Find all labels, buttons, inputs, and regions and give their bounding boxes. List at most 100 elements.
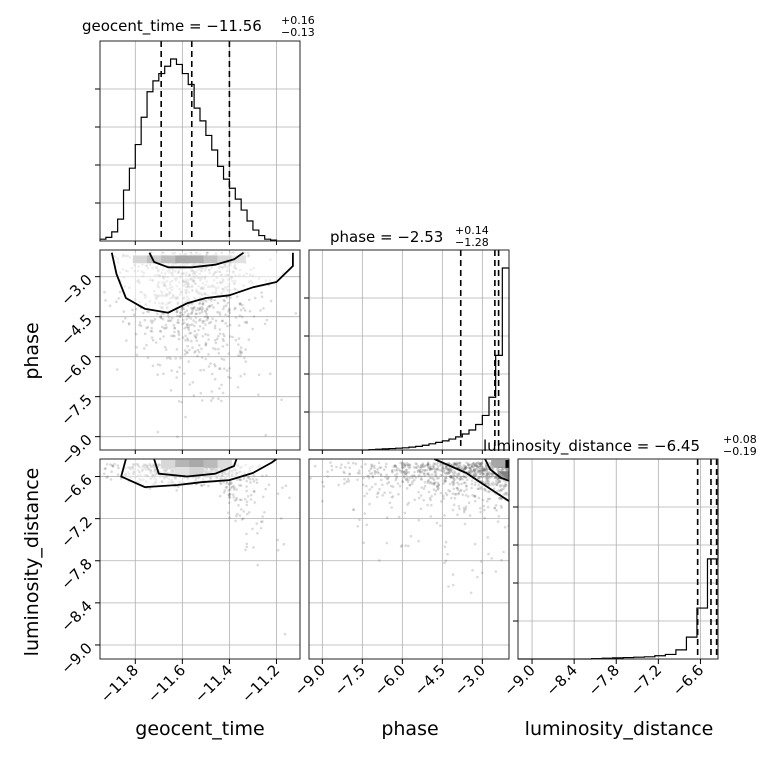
sample-point — [449, 475, 453, 479]
sample-point — [176, 435, 179, 439]
sample-point — [427, 478, 431, 482]
sample-point — [469, 466, 472, 470]
sample-point — [445, 493, 449, 497]
sample-point — [426, 463, 430, 467]
sample-point — [151, 338, 155, 342]
xtick-label-luminosity_distance-2: −7.8 — [585, 661, 623, 699]
sample-point — [256, 563, 260, 567]
sample-point — [145, 310, 149, 313]
sample-point — [235, 488, 238, 491]
sample-point — [150, 326, 153, 330]
sample-point — [205, 318, 209, 322]
sample-point — [455, 461, 459, 464]
sample-point — [142, 311, 145, 315]
sample-point — [208, 304, 211, 308]
sample-point — [108, 304, 112, 308]
sample-point — [464, 466, 467, 470]
sample-point — [226, 369, 229, 372]
sample-point — [162, 326, 166, 330]
sample-point — [379, 478, 383, 482]
sample-point — [403, 463, 407, 467]
sample-point — [457, 466, 460, 469]
sample-point — [218, 313, 222, 317]
contour-1 — [484, 459, 509, 482]
sample-point — [234, 519, 237, 523]
sample-point — [503, 484, 507, 488]
sample-point — [243, 497, 247, 501]
sample-point — [390, 496, 394, 499]
sample-point — [491, 481, 495, 485]
sample-point — [138, 323, 141, 327]
sample-point — [166, 319, 170, 323]
sample-point — [218, 494, 222, 498]
sample-point — [162, 335, 165, 338]
sample-point — [193, 329, 197, 333]
sample-point — [395, 475, 399, 479]
title-phase-minus: −1.28 — [455, 236, 489, 249]
sample-point — [414, 476, 418, 480]
sample-point — [495, 477, 499, 481]
sample-point — [490, 472, 494, 476]
sample-point — [241, 303, 244, 307]
sample-point — [198, 301, 202, 305]
xtick-label-phase-4: −3.0 — [451, 661, 489, 699]
sample-point — [411, 480, 414, 483]
sample-point — [426, 464, 430, 467]
sample-point — [204, 341, 208, 345]
sample-point — [385, 462, 388, 466]
sample-point — [160, 317, 163, 320]
sample-point — [176, 321, 179, 324]
sample-point — [416, 464, 420, 468]
sample-point — [442, 468, 446, 471]
sample-point — [419, 466, 423, 470]
sample-point — [403, 476, 406, 480]
sample-point — [463, 466, 467, 469]
sample-point — [245, 542, 249, 546]
sample-point — [498, 479, 502, 483]
sample-point — [478, 472, 482, 476]
sample-point — [462, 468, 466, 471]
sample-point — [467, 501, 471, 505]
sample-point — [467, 462, 470, 465]
sample-point — [247, 338, 251, 342]
sample-point — [394, 464, 398, 468]
sample-point — [166, 314, 170, 317]
sample-point — [447, 471, 451, 474]
sample-point — [472, 474, 476, 478]
sample-point — [159, 330, 163, 333]
sample-point — [235, 478, 239, 481]
sample-point — [210, 304, 214, 307]
sample-point — [180, 308, 183, 312]
sample-point — [387, 480, 391, 484]
sample-point — [396, 482, 400, 485]
xlabel-phase: phase — [381, 718, 438, 740]
sample-point — [221, 319, 224, 323]
sample-point — [104, 299, 107, 302]
sample-point — [330, 468, 334, 472]
sample-point — [363, 494, 366, 498]
sample-point — [181, 313, 185, 317]
sample-point — [415, 462, 419, 466]
sample-point — [471, 465, 474, 469]
sample-point — [475, 465, 478, 468]
sample-point — [434, 489, 438, 493]
sample-point — [247, 511, 251, 514]
sample-point — [309, 477, 312, 480]
sample-point — [486, 467, 489, 470]
xtick-label-luminosity_distance-0: −9.0 — [500, 661, 538, 699]
sample-point — [188, 348, 191, 352]
sample-point — [183, 311, 187, 314]
sample-point — [105, 463, 109, 466]
sample-point — [421, 465, 424, 469]
sample-point — [394, 478, 398, 482]
sample-point — [492, 487, 496, 491]
sample-point — [469, 471, 473, 475]
sample-point — [109, 478, 113, 481]
sample-point — [487, 470, 490, 474]
contour-1 — [148, 251, 245, 269]
sample-point — [143, 332, 147, 336]
sample-point — [456, 481, 459, 484]
sample-point — [237, 504, 240, 507]
title-geocent-time-minus: −0.13 — [281, 26, 315, 39]
sample-point — [368, 469, 371, 473]
